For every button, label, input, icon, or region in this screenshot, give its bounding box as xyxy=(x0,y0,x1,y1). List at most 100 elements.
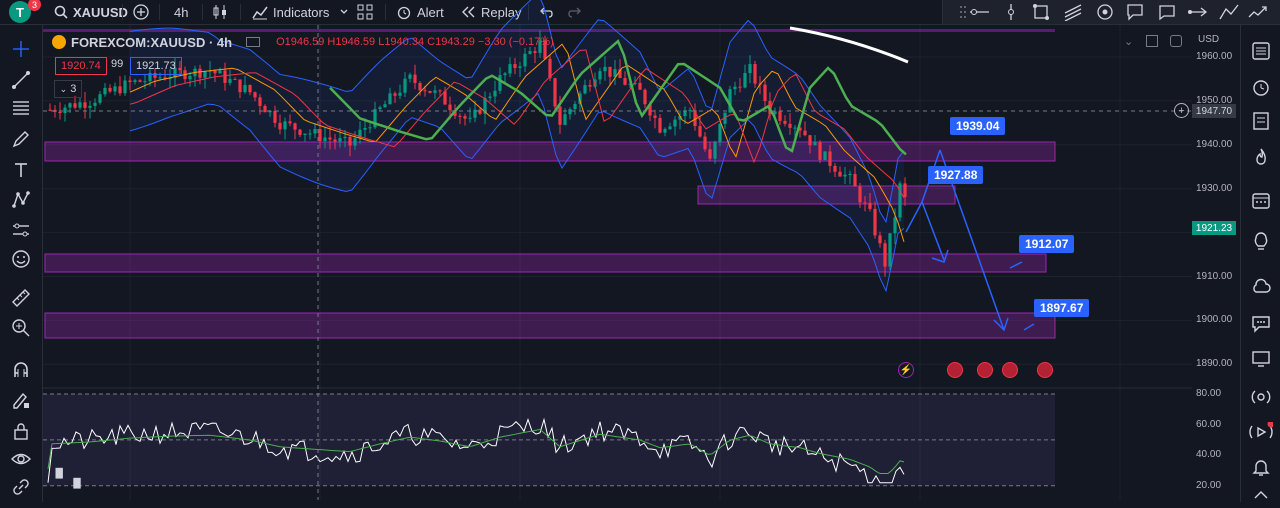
rectangle-tool[interactable] xyxy=(1027,0,1055,26)
scroll-down-icon[interactable]: ⌄ xyxy=(1124,36,1134,48)
path-tool[interactable] xyxy=(1215,0,1243,26)
streams-button[interactable] xyxy=(1247,273,1275,301)
add-alert-plus-icon[interactable]: + xyxy=(1174,103,1189,118)
compare-button[interactable] xyxy=(132,0,150,24)
trend-angle-tool[interactable] xyxy=(1245,0,1273,26)
ma-fast xyxy=(129,43,905,242)
hotlists-button[interactable] xyxy=(1247,143,1275,171)
price-zone xyxy=(44,312,1056,339)
broadcast-button[interactable] xyxy=(1247,383,1275,411)
measure-tool[interactable] xyxy=(7,284,35,312)
candle-body xyxy=(818,142,822,160)
indicators-button[interactable]: Indicators xyxy=(252,0,349,24)
lock-drawings-tool[interactable] xyxy=(7,417,35,445)
candle-body xyxy=(683,110,687,117)
target-tag-4[interactable]: 1897.67 xyxy=(1034,299,1090,317)
candle-body xyxy=(878,235,882,244)
eye-icon xyxy=(11,453,31,465)
callout-tool[interactable] xyxy=(1121,0,1149,26)
dividend-lightning-icon[interactable]: ⚡ xyxy=(898,362,914,378)
vertical-line-tool[interactable] xyxy=(997,0,1025,26)
circle-tool[interactable] xyxy=(1091,0,1119,26)
chats-button[interactable] xyxy=(1247,309,1275,337)
notifications-button[interactable] xyxy=(1247,453,1275,481)
crosshair-tool[interactable] xyxy=(7,35,35,63)
candle-body xyxy=(668,126,672,130)
candle-body xyxy=(693,110,697,127)
symbol-search[interactable]: XAUUSD xyxy=(54,0,128,24)
us-flag-event-icon[interactable] xyxy=(1002,362,1018,378)
object-tree-button[interactable] xyxy=(1247,107,1275,135)
candle-body xyxy=(428,91,432,93)
magnet-tool[interactable] xyxy=(7,356,35,384)
comment-tool[interactable] xyxy=(1153,0,1181,26)
user-avatar[interactable]: T xyxy=(9,1,31,23)
target-tag-3[interactable]: 1912.07 xyxy=(1019,235,1075,253)
candle-body xyxy=(218,70,222,74)
more-button[interactable] xyxy=(1247,480,1275,508)
candle-body xyxy=(73,103,77,108)
layouts-button[interactable] xyxy=(357,0,373,24)
brush-tool[interactable] xyxy=(7,125,35,153)
candle-body xyxy=(583,85,587,94)
candle-body xyxy=(148,72,152,82)
chevron-down-icon: ⌄ xyxy=(59,83,68,94)
trend-line-tool[interactable] xyxy=(7,66,35,94)
forecast-tool[interactable] xyxy=(7,216,35,244)
data-window-button[interactable] xyxy=(1247,345,1275,373)
hide-drawings-tool[interactable] xyxy=(7,445,35,473)
candle-body xyxy=(423,90,427,92)
candle-body xyxy=(493,90,497,97)
watchlist-button[interactable] xyxy=(1247,37,1275,65)
ideas-button[interactable] xyxy=(1247,228,1275,256)
link-tool[interactable] xyxy=(7,473,35,501)
text-tool[interactable] xyxy=(7,156,35,184)
us-flag-event-icon[interactable] xyxy=(947,362,963,378)
undo-button[interactable] xyxy=(539,0,553,24)
rsi-signal-line xyxy=(47,428,905,475)
zoom-tool[interactable] xyxy=(7,314,35,342)
alert-button[interactable]: Alert xyxy=(396,0,444,24)
candle-body xyxy=(313,129,317,134)
target-pointer xyxy=(1023,323,1035,331)
alerts-button[interactable] xyxy=(1247,73,1275,101)
horizontal-ray-tool[interactable] xyxy=(965,0,993,26)
target-tag-1[interactable]: 1939.04 xyxy=(950,117,1006,135)
redo-button[interactable] xyxy=(568,0,582,24)
candle-body xyxy=(713,141,717,159)
fullscreen-icon[interactable] xyxy=(1170,35,1182,47)
target-tag-2[interactable]: 1927.88 xyxy=(928,166,984,184)
expand-icon[interactable] xyxy=(1146,35,1158,47)
candle-body xyxy=(748,64,752,74)
rsi-tick-label: 60.00 xyxy=(1196,418,1222,430)
replay-label: Replay xyxy=(481,4,522,20)
fib-channel-tool[interactable] xyxy=(1059,0,1087,26)
fib-tool[interactable] xyxy=(7,94,35,122)
replay-trading-button[interactable] xyxy=(1247,418,1275,446)
candle-body xyxy=(793,127,797,129)
arrow-marker-tool[interactable] xyxy=(1183,0,1211,26)
pattern-tool[interactable] xyxy=(7,186,35,214)
collapse-indicators-button[interactable]: ⌄ 3 xyxy=(54,80,82,98)
interval-button[interactable]: 4h xyxy=(174,4,189,20)
vertical-line-icon xyxy=(1008,4,1014,20)
candle-body xyxy=(873,208,877,236)
icons-tool[interactable] xyxy=(7,245,35,273)
drag-handle[interactable] xyxy=(949,0,977,26)
bb-length-value: 99 xyxy=(111,58,124,70)
candle-body xyxy=(63,107,67,114)
stay-drawing-tool[interactable] xyxy=(7,386,35,414)
calendar-button[interactable] xyxy=(1247,186,1275,214)
replay-button[interactable]: Replay xyxy=(461,0,521,24)
currency-label[interactable]: USD xyxy=(1198,34,1220,45)
minimize-icon[interactable] xyxy=(246,37,261,47)
zigzag-icon xyxy=(1219,4,1239,20)
us-flag-event-icon[interactable] xyxy=(977,362,993,378)
chart-type-button[interactable] xyxy=(212,0,228,24)
arrow-head xyxy=(993,317,1009,332)
horizontal-ray-icon xyxy=(970,9,989,15)
us-flag-event-icon[interactable] xyxy=(1037,362,1053,378)
candle-body xyxy=(663,129,667,133)
candle-body xyxy=(103,87,107,95)
